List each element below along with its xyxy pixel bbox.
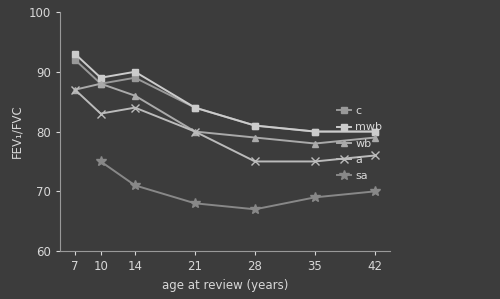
wb xyxy=(372,136,378,139)
a xyxy=(372,154,378,157)
mwb xyxy=(252,124,258,127)
a xyxy=(252,160,258,163)
sa xyxy=(132,184,138,187)
a xyxy=(192,130,198,133)
Y-axis label: FEV₁/FVC: FEV₁/FVC xyxy=(10,105,23,158)
c xyxy=(98,82,103,86)
a xyxy=(72,88,78,91)
mwb xyxy=(132,70,138,74)
c xyxy=(72,58,78,62)
a xyxy=(312,160,318,163)
Line: a: a xyxy=(71,86,379,166)
c xyxy=(312,130,318,133)
Line: sa: sa xyxy=(96,157,380,214)
sa xyxy=(192,202,198,205)
Line: mwb: mwb xyxy=(72,50,378,135)
mwb xyxy=(98,76,103,80)
sa xyxy=(252,208,258,211)
wb xyxy=(72,88,78,91)
sa xyxy=(312,196,318,199)
c xyxy=(192,106,198,109)
Legend: c, mwb, wb, a, sa: c, mwb, wb, a, sa xyxy=(335,104,384,183)
sa xyxy=(372,190,378,193)
Line: wb: wb xyxy=(72,80,378,147)
wb xyxy=(252,136,258,139)
wb xyxy=(98,82,103,86)
mwb xyxy=(192,106,198,109)
wb xyxy=(312,142,318,145)
X-axis label: age at review (years): age at review (years) xyxy=(162,279,288,292)
Line: c: c xyxy=(72,57,378,134)
c xyxy=(372,130,378,133)
mwb xyxy=(372,130,378,133)
mwb xyxy=(72,52,78,56)
wb xyxy=(132,94,138,97)
a xyxy=(132,106,138,109)
a xyxy=(98,112,103,115)
sa xyxy=(98,160,103,163)
c xyxy=(132,76,138,80)
wb xyxy=(192,130,198,133)
c xyxy=(252,124,258,127)
mwb xyxy=(312,130,318,133)
